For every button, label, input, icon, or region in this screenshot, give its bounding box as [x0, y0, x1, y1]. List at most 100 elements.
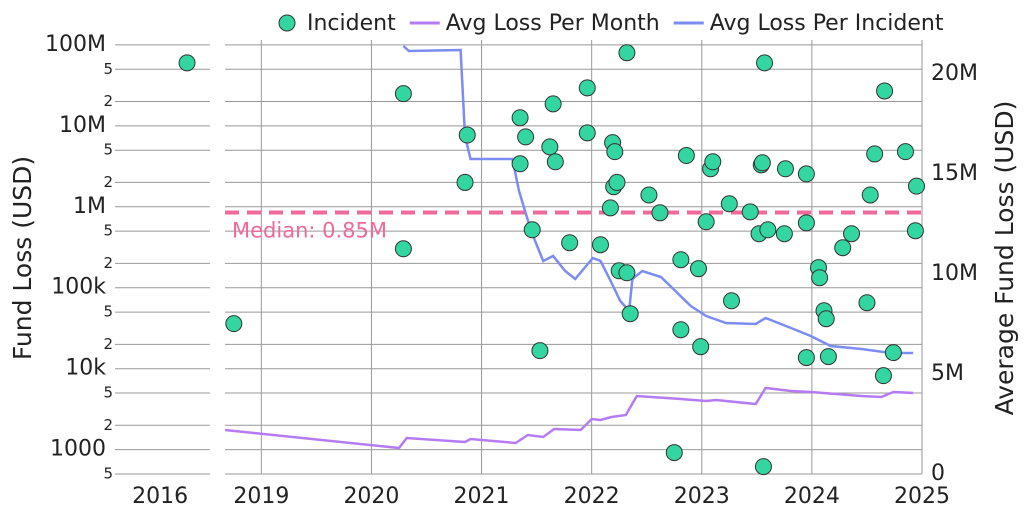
x-tick-label: 2021: [454, 484, 510, 509]
scatter-point: [640, 186, 658, 204]
y-tick-label: 1000: [50, 437, 106, 462]
scatter-point: [651, 204, 669, 222]
scatter-point: [394, 85, 412, 103]
y2-tick-label: 5M: [931, 361, 964, 386]
scatter-point: [458, 126, 476, 144]
x-tick-label: 2025: [894, 484, 950, 509]
scatter-point: [456, 173, 474, 191]
scatter-point: [741, 203, 759, 221]
y-tick-label: 1M: [73, 194, 106, 219]
scatter-point: [858, 294, 876, 312]
scatter-point: [723, 292, 741, 310]
scatter-point: [618, 264, 636, 282]
scatter-point: [621, 305, 639, 323]
scatter-point: [523, 221, 541, 239]
scatter-point: [601, 199, 619, 217]
y-tick-label: 5: [103, 465, 113, 483]
y-tick-label: 5: [103, 141, 113, 159]
scatter-point: [754, 458, 772, 476]
legend-label: Avg Loss Per Month: [446, 11, 660, 36]
scatter-point: [843, 225, 861, 243]
y-tick-label: 5: [103, 60, 113, 78]
scatter-point: [817, 310, 835, 328]
y-tick-label: 100M: [45, 32, 106, 57]
y-tick-label: 5: [103, 384, 113, 402]
legend-label: Avg Loss Per Incident: [710, 11, 944, 36]
scatter-point: [672, 251, 690, 269]
scatter-point: [591, 236, 609, 254]
scatter-point: [578, 79, 596, 97]
scatter-point: [578, 124, 596, 142]
x-tick-label: 2024: [784, 484, 840, 509]
x-tick-label: 2020: [343, 484, 399, 509]
y-tick-label: 5: [103, 222, 113, 240]
y-tick-label: 2: [103, 92, 113, 110]
scatter-point: [689, 260, 707, 278]
scatter-point: [704, 153, 722, 171]
scatter-point: [720, 195, 738, 213]
y2-tick-label: 0: [931, 461, 945, 486]
scatter-point: [517, 128, 535, 146]
series-line: [225, 386, 914, 450]
y2-axis-title: Average Fund Loss (USD): [990, 101, 1019, 416]
scatter-point: [544, 95, 562, 113]
scatter-point: [874, 367, 892, 385]
scatter-point: [797, 214, 815, 232]
scatter-point: [546, 153, 564, 171]
scatter-point: [834, 239, 852, 257]
scatter-point: [797, 165, 815, 183]
y-tick-label: 10k: [65, 356, 106, 381]
y-tick-label: 10M: [59, 113, 106, 138]
scatter-point: [511, 155, 529, 173]
legend-swatch: [278, 14, 296, 32]
x-tick-label: 2016: [132, 484, 188, 509]
y2-tick-label: 15M: [931, 161, 978, 186]
y-tick-label: 2: [103, 173, 113, 191]
scatter-point: [753, 154, 771, 172]
scatter-point: [797, 349, 815, 367]
scatter-point: [178, 54, 196, 72]
scatter-point: [618, 44, 636, 62]
y-tick-label: 100k: [51, 275, 106, 300]
scatter-point: [672, 321, 690, 339]
scatter-point: [541, 138, 559, 156]
y-tick-label: 2: [103, 254, 113, 272]
scatter-point: [884, 344, 902, 362]
scatter-point: [665, 444, 683, 462]
scatter-point: [811, 269, 829, 287]
legend-label: Incident: [307, 11, 396, 36]
scatter-point: [606, 143, 624, 161]
y2-tick-label: 10M: [931, 261, 978, 286]
scatter-point: [561, 234, 579, 252]
scatter-point: [756, 54, 774, 72]
scatter-point: [775, 225, 793, 243]
y2-tick-label: 20M: [931, 61, 978, 86]
scatter-point: [776, 160, 794, 178]
median-label: Median: 0.85M: [232, 219, 387, 243]
x-tick-label: 2019: [233, 484, 289, 509]
x-tick-label: 2022: [564, 484, 620, 509]
scatter-point: [861, 186, 879, 204]
scatter-point: [677, 147, 695, 165]
scatter-point: [394, 240, 412, 258]
x-tick-label: 2023: [674, 484, 730, 509]
scatter-point: [697, 213, 715, 231]
y-tick-label: 5: [103, 303, 113, 321]
scatter-point: [819, 348, 837, 366]
scatter-point: [906, 222, 924, 240]
scatter-point: [896, 143, 914, 161]
scatter-point: [225, 315, 243, 333]
series-line: [402, 45, 914, 355]
y-tick-label: 2: [103, 416, 113, 434]
scatter-point: [511, 109, 529, 127]
scatter-point: [876, 82, 894, 100]
scatter-point: [692, 338, 710, 356]
scatter-point: [907, 177, 925, 195]
scatter-point: [759, 221, 777, 239]
y-axis-title: Fund Loss (USD): [8, 156, 37, 360]
scatter-point: [531, 342, 549, 360]
y-tick-label: 2: [103, 335, 113, 353]
scatter-point: [608, 173, 626, 191]
scatter-point: [866, 145, 884, 163]
